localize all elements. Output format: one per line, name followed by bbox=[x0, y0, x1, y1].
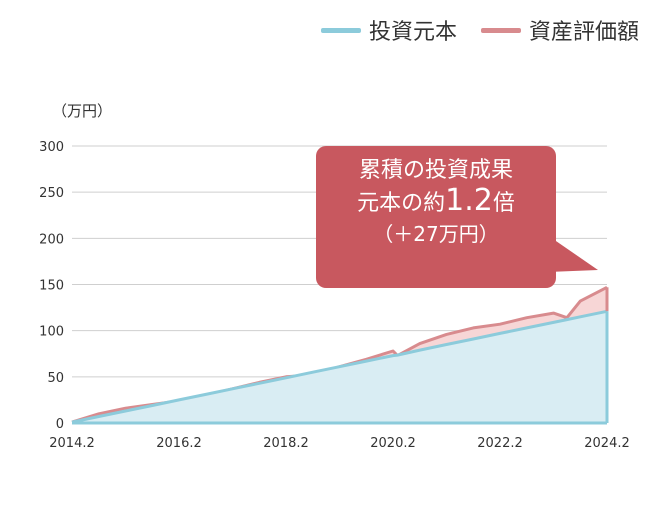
y-tick-label-250: 250 bbox=[39, 186, 64, 201]
callout-multiplier: 1.2 bbox=[445, 183, 493, 218]
x-tick-label-2022.2: 2022.2 bbox=[477, 436, 523, 451]
legend-swatch-asset bbox=[480, 27, 521, 33]
x-tick-label-2016.2: 2016.2 bbox=[156, 436, 202, 451]
series-principal-line bbox=[71, 309, 608, 424]
y-tick-label-300: 300 bbox=[39, 140, 64, 155]
y-tick-label-0: 0 bbox=[56, 417, 64, 432]
x-tick-label-2014.2: 2014.2 bbox=[49, 436, 95, 451]
y-axis-unit-label: （万円） bbox=[52, 102, 113, 120]
callout-suffix: 倍 bbox=[492, 191, 515, 216]
legend-item-principal: 投資元本 bbox=[320, 14, 457, 46]
legend: 投資元本 資産評価額 bbox=[297, 14, 639, 46]
callout-line-1: 累積の投資成果 bbox=[358, 158, 513, 183]
y-tick-label-100: 100 bbox=[39, 325, 64, 340]
callout-line-3: （＋27万円） bbox=[373, 222, 499, 246]
result-callout: 累積の投資成果 元本の約1.2倍 （＋27万円） bbox=[316, 146, 556, 288]
legend-item-asset: 資産評価額 bbox=[480, 14, 639, 46]
y-tick-label-150: 150 bbox=[39, 279, 64, 294]
y-tick-label-200: 200 bbox=[39, 232, 64, 247]
x-tick-label-2024.2: 2024.2 bbox=[584, 436, 630, 451]
legend-label-asset: 資産評価額 bbox=[528, 20, 639, 45]
legend-swatch-principal bbox=[320, 27, 361, 33]
y-tick-label-50: 50 bbox=[47, 371, 64, 386]
legend-label-principal: 投資元本 bbox=[368, 20, 457, 45]
callout-line-2: 元本の約1.2倍 bbox=[316, 186, 556, 219]
callout-prefix: 元本の約 bbox=[357, 191, 446, 216]
x-tick-label-2018.2: 2018.2 bbox=[263, 436, 309, 451]
x-tick-label-2020.2: 2020.2 bbox=[370, 436, 416, 451]
